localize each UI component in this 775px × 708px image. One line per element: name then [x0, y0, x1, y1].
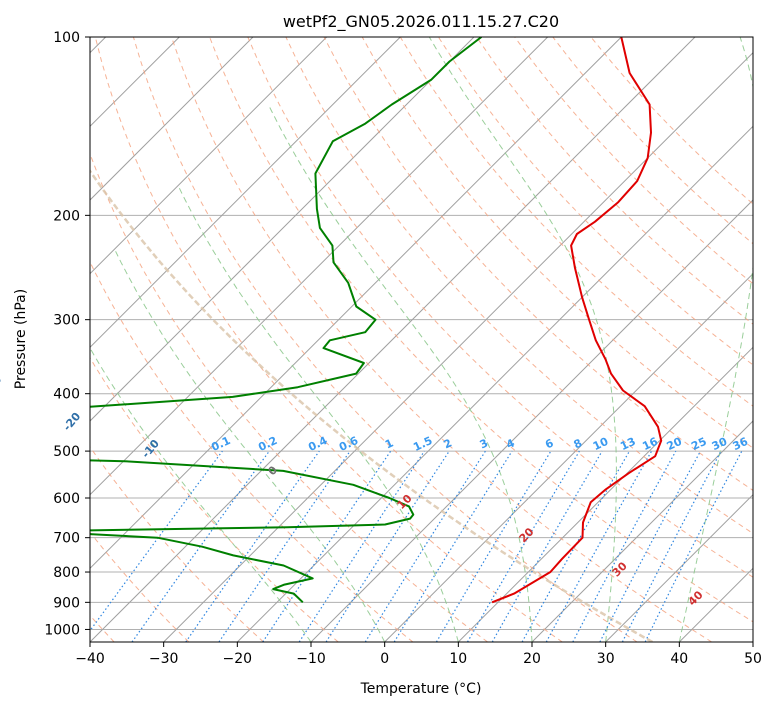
- y-tick-label: 400: [53, 387, 80, 403]
- x-tick-label: −20: [223, 651, 253, 667]
- x-tick-label: 20: [523, 651, 541, 667]
- x-tick-label: 40: [670, 651, 688, 667]
- isotherm-line: [90, 37, 475, 422]
- isotherm-line: [384, 272, 753, 642]
- mixing-ratio-line: [545, 450, 653, 642]
- isotherm-line: [90, 37, 549, 496]
- isotherm-line: [90, 37, 328, 275]
- plot-frame: [89, 36, 754, 643]
- x-tick-label: −30: [149, 651, 179, 667]
- x-tick-label: 50: [744, 651, 762, 667]
- theta-reference-line: [90, 168, 654, 642]
- mixing-ratio-label: 30: [710, 435, 730, 453]
- mixing-ratio-line: [131, 450, 270, 642]
- chart-title: wetPf2_GN05.2026.011.15.27.C20: [283, 12, 559, 32]
- mixing-ratio-line: [393, 450, 513, 642]
- line-labels: 0.10.20.40.611.52346810131620253036-100-…: [0, 373, 751, 609]
- dry-adiabat-line: [90, 531, 190, 642]
- y-tick-label: 300: [53, 313, 80, 329]
- mixing-ratio-label: 20: [665, 435, 685, 453]
- mixing-ratio-line: [572, 450, 677, 642]
- y-tick-label: 100: [53, 30, 80, 46]
- dry-adiabat-line: [209, 37, 753, 623]
- moist-adiabat-line: [178, 187, 459, 642]
- mixing-ratio-line: [218, 450, 351, 642]
- mixing-ratio-line: [521, 450, 631, 642]
- isotherm-line: [90, 37, 401, 349]
- isotherm-line: [90, 37, 622, 570]
- y-tick-label: 200: [53, 208, 80, 224]
- isotherm-line: [457, 346, 753, 642]
- background-lines: [90, 37, 753, 642]
- dry-adiabat-line: [514, 37, 753, 285]
- mixing-ratio-line: [644, 450, 743, 642]
- dry-adiabat-line: [90, 152, 488, 642]
- dewpoint-line: [90, 37, 483, 604]
- mixing-ratio-line: [90, 450, 223, 632]
- dry-adiabat-line: [247, 37, 753, 578]
- isotherm-line: [90, 37, 696, 642]
- mixing-ratio-line: [262, 450, 392, 642]
- mixing-ratio-label: 16: [640, 435, 660, 453]
- isotherm-line: [90, 37, 254, 201]
- x-tick-label: 0: [380, 651, 389, 667]
- y-tick-label: 800: [53, 565, 80, 581]
- x-tick-label: −10: [296, 651, 326, 667]
- mixing-ratio-line: [325, 450, 450, 642]
- isotherm-line: [163, 51, 753, 642]
- isotherm-line: [605, 493, 753, 642]
- moist-adiabat-line: [267, 104, 533, 642]
- x-tick-label: 10: [449, 651, 467, 667]
- mixing-ratio-label: 10: [591, 435, 611, 453]
- dry-adiabat-line: [132, 37, 638, 642]
- mixing-ratio-line: [185, 450, 320, 642]
- x-axis-title: Temperature (°C): [360, 681, 482, 697]
- y-tick-label: 700: [53, 531, 80, 547]
- y-axis-title: Pressure (hPa): [13, 289, 29, 389]
- x-tick-label: 30: [597, 651, 615, 667]
- moist-adiabat-line: [115, 251, 386, 642]
- axes: −40 −30 −20 −10 0 10 20 30 40 50 100 200 300 400 500 60…: [44, 30, 762, 667]
- profile-lines: [90, 37, 663, 604]
- isotherm-line: [531, 420, 753, 642]
- dry-adiabat-line: [399, 37, 753, 407]
- mixing-ratio-label: 13: [618, 435, 637, 453]
- dry-adiabat-line: [90, 260, 414, 642]
- y-tick-label: 600: [53, 491, 80, 507]
- mixing-ratio-label: 25: [689, 435, 708, 453]
- dry-adiabat-line: [94, 37, 563, 642]
- moist-adiabat-line: [428, 37, 617, 642]
- y-tick-label: 900: [53, 595, 80, 611]
- y-tick-label: 500: [53, 444, 80, 460]
- moist-adiabat-line: [678, 37, 753, 642]
- dry-adiabat-line: [361, 37, 753, 449]
- dry-adiabat-line: [90, 356, 339, 642]
- mixing-ratio-label: 36: [731, 435, 751, 453]
- dry-adiabat-line: [90, 446, 264, 642]
- dry-adiabat-line: [171, 37, 712, 642]
- mixing-ratio-line: [298, 450, 425, 642]
- isotherm-line: [236, 125, 753, 642]
- temperature-line: [491, 37, 663, 604]
- y-tick-label: 1000: [44, 622, 80, 638]
- x-tick-label: −40: [75, 651, 105, 667]
